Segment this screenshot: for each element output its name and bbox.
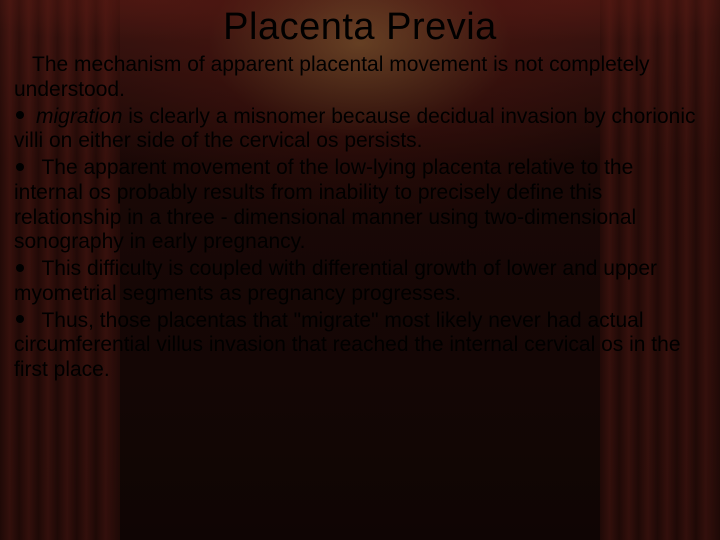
bullet-dot-icon xyxy=(16,111,24,119)
bullet-text: The apparent movement of the low-lying p… xyxy=(14,156,636,253)
bullet-text: This difficulty is coupled with differen… xyxy=(14,257,657,305)
bullet-dot-icon xyxy=(16,163,24,171)
bullet-item: This difficulty is coupled with differen… xyxy=(14,257,706,307)
slide-content: Placenta Previa The mechanism of apparen… xyxy=(0,0,720,540)
bullet-item: The apparent movement of the low-lying p… xyxy=(14,156,706,255)
slide-title: Placenta Previa xyxy=(14,6,706,49)
intro-paragraph: The mechanism of apparent placental move… xyxy=(14,53,706,103)
bullet-text: Thus, those placentas that "migrate" mos… xyxy=(14,309,681,382)
bullet-item: Thus, those placentas that "migrate" mos… xyxy=(14,309,706,383)
bullet-dot-icon xyxy=(16,264,24,272)
bullet-item: migration is clearly a misnomer because … xyxy=(14,105,706,155)
bullet-emphasis: migration xyxy=(36,105,122,128)
bullet-dot-icon xyxy=(16,315,24,323)
